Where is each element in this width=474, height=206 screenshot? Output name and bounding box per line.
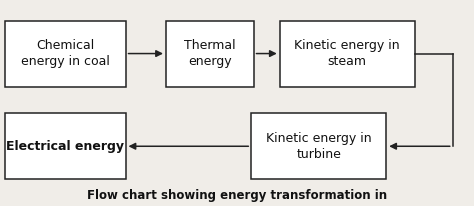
FancyBboxPatch shape bbox=[5, 21, 126, 87]
FancyBboxPatch shape bbox=[280, 21, 415, 87]
Text: Chemical
energy in coal: Chemical energy in coal bbox=[21, 39, 109, 68]
Text: Thermal
energy: Thermal energy bbox=[184, 39, 236, 68]
Text: Kinetic energy in
turbine: Kinetic energy in turbine bbox=[266, 131, 372, 161]
Text: Kinetic energy in
steam: Kinetic energy in steam bbox=[294, 39, 400, 68]
FancyBboxPatch shape bbox=[5, 113, 126, 179]
FancyBboxPatch shape bbox=[251, 113, 386, 179]
Text: Electrical energy: Electrical energy bbox=[6, 140, 124, 153]
FancyBboxPatch shape bbox=[166, 21, 254, 87]
Text: Flow chart showing energy transformation in: Flow chart showing energy transformation… bbox=[87, 189, 387, 202]
